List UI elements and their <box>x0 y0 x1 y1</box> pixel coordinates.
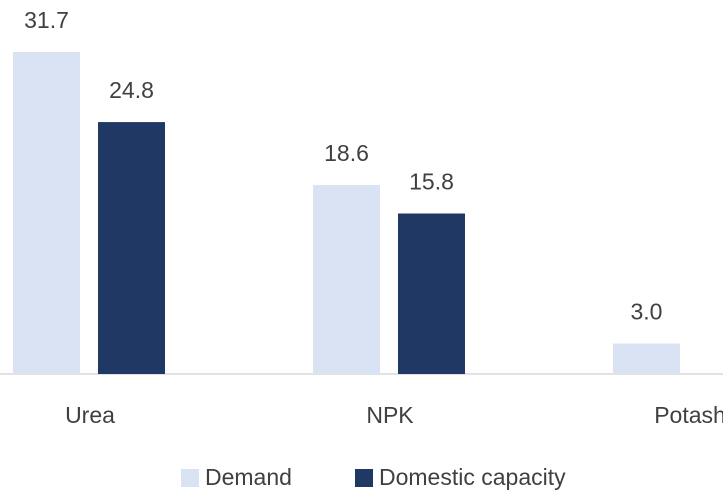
data-label: 31.7 <box>24 7 69 33</box>
x-tick-label: Potash <box>654 402 723 428</box>
bar <box>98 122 165 375</box>
legend-swatch <box>355 469 373 487</box>
bar <box>313 185 380 374</box>
legend-label: Domestic capacity <box>379 464 566 490</box>
bar <box>13 52 80 374</box>
data-label: 3.0 <box>631 299 663 325</box>
legend-swatch <box>181 469 199 487</box>
data-label: 18.6 <box>324 140 369 166</box>
bar <box>613 343 680 374</box>
data-label: 24.8 <box>109 77 154 103</box>
legend-label: Demand <box>205 464 292 490</box>
bar <box>398 213 465 374</box>
x-tick-label: Urea <box>65 402 115 428</box>
x-tick-label: NPK <box>366 402 414 428</box>
data-label: 15.8 <box>409 169 454 195</box>
